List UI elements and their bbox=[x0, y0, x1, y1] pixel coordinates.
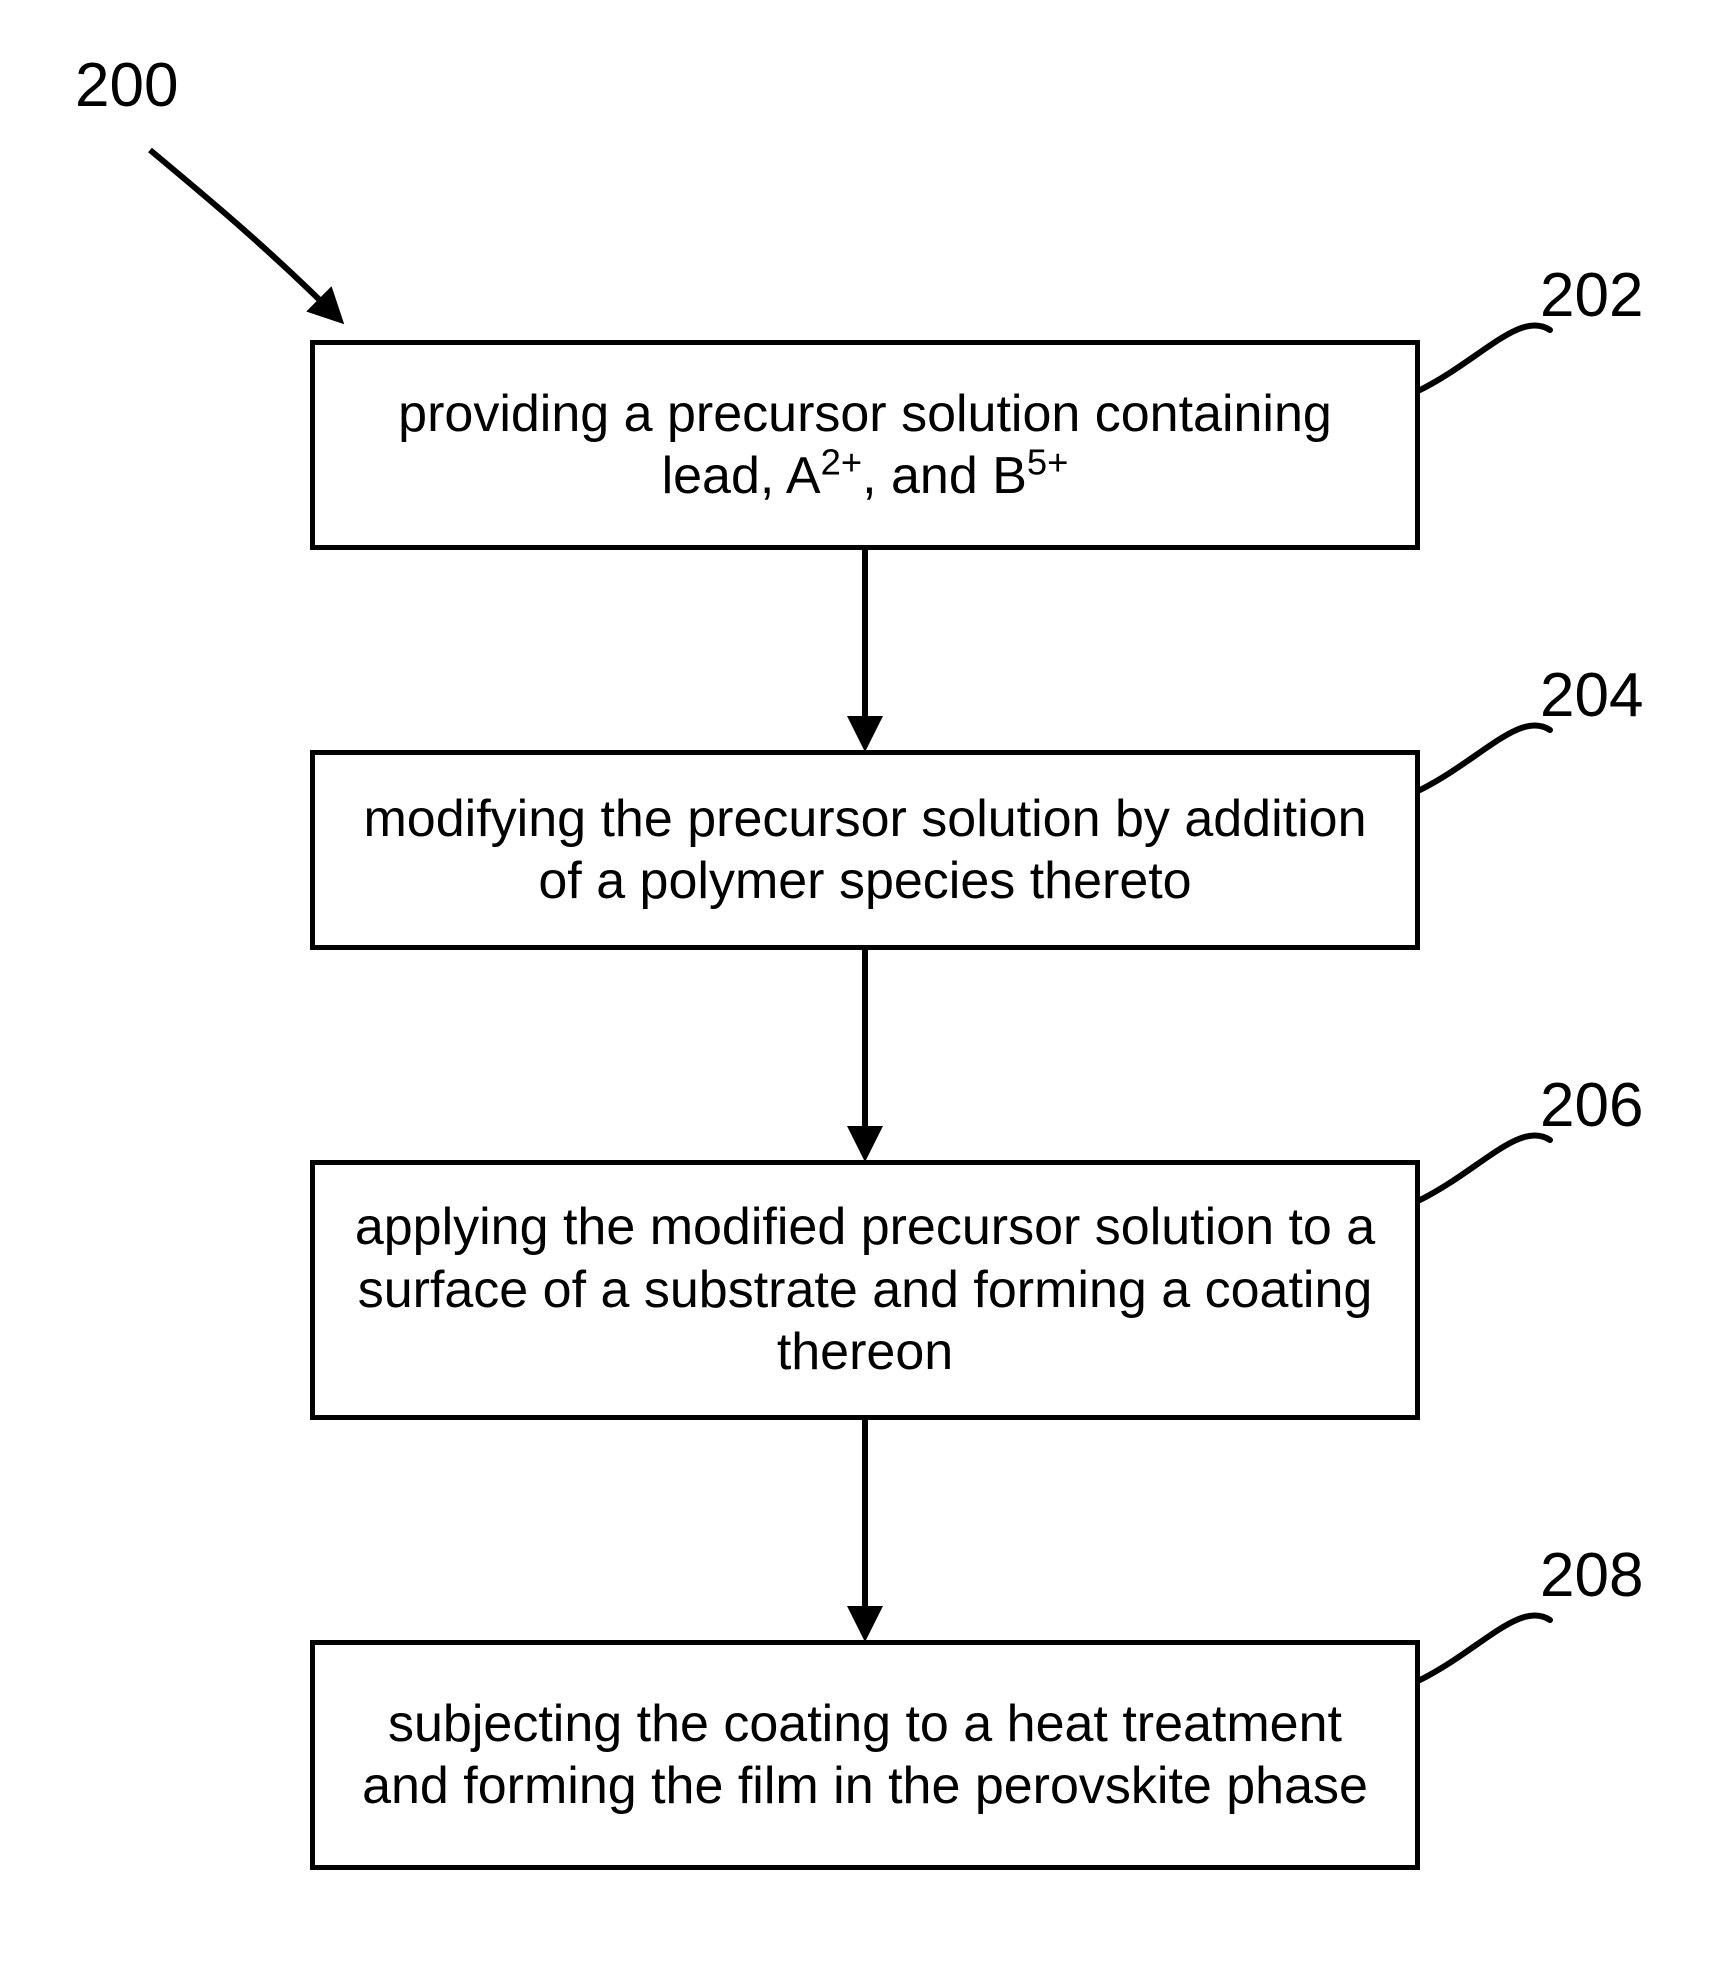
flowchart-step-204: modifying the precursor solution by addi… bbox=[310, 750, 1420, 950]
flowchart-step-text: modifying the precursor solution by addi… bbox=[345, 788, 1385, 913]
label-connector-202 bbox=[1420, 325, 1550, 390]
figure-pointer-arrow bbox=[150, 150, 340, 320]
flowchart-step-text: subjecting the coating to a heat treatme… bbox=[345, 1693, 1385, 1818]
label-connector-206 bbox=[1420, 1135, 1550, 1200]
flowchart-step-208: subjecting the coating to a heat treatme… bbox=[310, 1640, 1420, 1870]
step-number-label-208: 208 bbox=[1540, 1540, 1643, 1611]
flowchart-step-206: applying the modified precursor solution… bbox=[310, 1160, 1420, 1420]
flowchart-step-text: applying the modified precursor solution… bbox=[345, 1196, 1385, 1383]
label-connector-204 bbox=[1420, 725, 1550, 790]
flowchart-step-text: providing a precursor solution containin… bbox=[345, 383, 1385, 508]
step-number-label-206: 206 bbox=[1540, 1070, 1643, 1141]
step-number-label-204: 204 bbox=[1540, 660, 1643, 731]
flowchart-step-202: providing a precursor solution containin… bbox=[310, 340, 1420, 550]
figure-number-label: 200 bbox=[75, 50, 178, 121]
label-connector-208 bbox=[1420, 1615, 1550, 1680]
step-number-label-202: 202 bbox=[1540, 260, 1643, 331]
flowchart-canvas: 200 providing a precursor solution contai… bbox=[0, 0, 1715, 1967]
